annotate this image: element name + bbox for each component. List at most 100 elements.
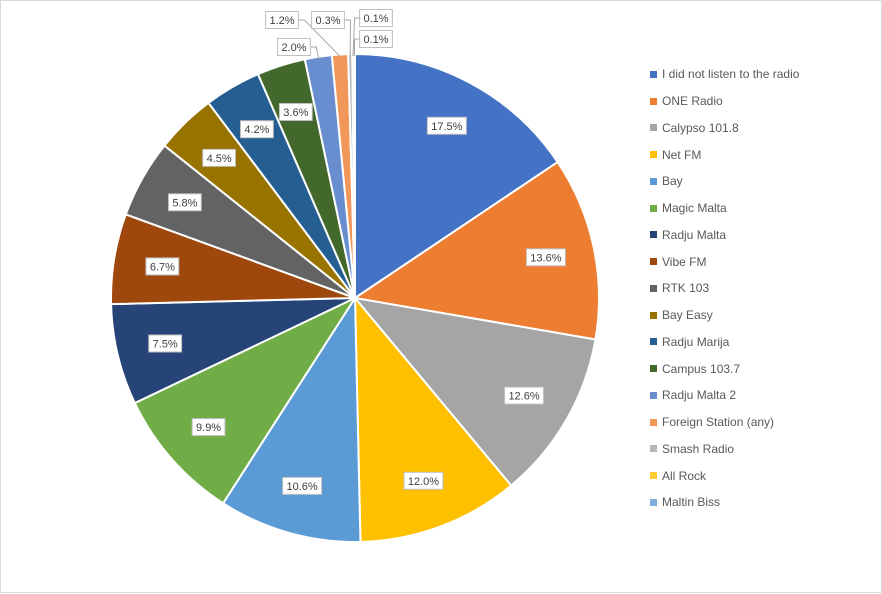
pie-slice-i-did-not-listen-to-the-radio	[354, 52, 560, 300]
legend-item-radju-malta: Radju Malta	[650, 222, 799, 249]
legend-swatch	[650, 338, 657, 346]
data-label-bay: 10.6%	[287, 481, 318, 493]
legend-item-magic-malta: Magic Malta	[650, 195, 799, 222]
legend-item-smash-radio: Smash Radio	[650, 436, 799, 463]
legend: I did not listen to the radio ONE Radio Ca…	[650, 61, 799, 516]
data-label-i-did-not-listen-to-the-radio: 17.5%	[431, 121, 462, 133]
legend-item-rtk-103: RTK 103	[650, 275, 799, 302]
legend-swatch	[650, 391, 657, 399]
data-label-box	[311, 11, 345, 29]
pie-slice-net-fm	[353, 295, 513, 543]
data-label-box	[359, 9, 393, 27]
data-label-radju-marija: 4.2%	[244, 124, 269, 136]
data-label-campus-103-7: 3.6%	[283, 107, 308, 119]
legend-swatch	[650, 498, 657, 506]
leader-line	[352, 17, 360, 57]
legend-item-calypso-101-8: Calypso 101.8	[650, 115, 799, 142]
data-label-box	[277, 38, 311, 56]
data-label-rtk-103: 5.8%	[172, 197, 197, 209]
leader-line	[344, 19, 351, 57]
pie-slice-one-radio	[352, 160, 600, 341]
data-label-net-fm: 12.0%	[408, 476, 439, 488]
legend-swatch	[650, 97, 657, 105]
legend-swatch	[650, 284, 657, 292]
legend-swatch	[650, 418, 657, 426]
legend-swatch	[650, 151, 657, 159]
legend-label: Radju Malta 2	[662, 388, 737, 403]
data-label-box	[504, 386, 545, 405]
legend-item-vibe-fm: Vibe FM	[650, 248, 799, 275]
legend-label: Bay Easy	[662, 308, 713, 323]
data-label-box	[202, 148, 237, 167]
data-label-radju-malta-2: 2.0%	[281, 42, 306, 54]
data-label-radju-malta: 7.5%	[153, 338, 178, 350]
legend-label: Maltin Biss	[662, 495, 721, 510]
leader-line	[310, 46, 320, 59]
data-label-box	[282, 476, 323, 495]
data-label-magic-malta: 9.9%	[196, 422, 221, 434]
data-label-box	[240, 120, 274, 139]
legend-item-radju-malta-2: Radju Malta 2	[650, 382, 799, 409]
legend-label: Magic Malta	[662, 201, 727, 216]
legend-swatch	[650, 365, 657, 373]
legend-swatch	[650, 124, 657, 132]
legend-label: Radju Malta	[662, 227, 727, 242]
data-label-bay-easy: 4.5%	[207, 153, 232, 165]
legend-label: Campus 103.7	[662, 361, 741, 376]
legend-item-net-fm: Net FM	[650, 141, 799, 168]
legend-item-maltin-biss: Maltin Biss	[650, 489, 799, 516]
data-label-all-rock: 0.1%	[363, 13, 388, 25]
legend-swatch	[650, 311, 657, 319]
data-label-box	[167, 193, 202, 212]
legend-swatch	[650, 472, 657, 480]
data-label-maltin-biss: 0.1%	[363, 34, 388, 46]
legend-label: Foreign Station (any)	[662, 415, 775, 430]
legend-item-all-rock: All Rock	[650, 462, 799, 489]
legend-label: Radju Marija	[662, 334, 730, 349]
legend-item-bay-easy: Bay Easy	[650, 302, 799, 329]
pie-slice-bay	[221, 294, 362, 543]
legend-swatch	[650, 70, 657, 78]
legend-label: ONE Radio	[662, 94, 723, 109]
legend-swatch	[650, 445, 657, 453]
data-label-box	[359, 30, 393, 48]
legend-label: Calypso 101.8	[662, 120, 739, 135]
pie-slice-magic-malta	[133, 295, 358, 505]
legend-label: Net FM	[662, 147, 702, 162]
legend-item-i-did-not-listen-to-the-radio: I did not listen to the radio	[650, 61, 799, 88]
data-label-box	[265, 11, 299, 29]
legend-label: Bay	[662, 174, 683, 189]
data-label-box	[278, 102, 313, 121]
data-label-calypso-101-8: 12.6%	[508, 391, 539, 403]
leader-line	[353, 38, 360, 57]
legend-label: RTK 103	[662, 281, 710, 296]
data-label-box	[145, 257, 180, 276]
legend-item-foreign-station-any: Foreign Station (any)	[650, 409, 799, 436]
legend-swatch	[650, 204, 657, 212]
legend-swatch	[650, 258, 657, 266]
legend-swatch	[650, 177, 657, 185]
data-label-smash-radio: 0.3%	[315, 15, 340, 27]
data-label-vibe-fm: 6.7%	[150, 261, 175, 273]
data-label-box	[525, 248, 566, 267]
legend-item-bay: Bay	[650, 168, 799, 195]
data-label-box	[148, 334, 183, 353]
data-label-box	[426, 116, 467, 135]
pie-slice-calypso-101-8	[352, 296, 597, 487]
legend-label: All Rock	[662, 468, 707, 483]
data-label-box	[403, 471, 444, 490]
legend-label: Vibe FM	[662, 254, 707, 269]
legend-swatch	[650, 231, 657, 239]
legend-item-radju-marija: Radju Marija	[650, 329, 799, 356]
leader-line	[298, 19, 341, 57]
legend-item-one-radio: ONE Radio	[650, 88, 799, 115]
legend-label: I did not listen to the radio	[662, 67, 800, 82]
data-label-box	[191, 418, 226, 437]
legend-item-campus-103-7: Campus 103.7	[650, 355, 799, 382]
data-label-one-radio: 13.6%	[530, 252, 561, 264]
data-label-foreign-station-any: 1.2%	[269, 15, 294, 27]
legend-label: Smash Radio	[662, 441, 735, 456]
pie-slice-maltin-biss	[352, 52, 356, 299]
